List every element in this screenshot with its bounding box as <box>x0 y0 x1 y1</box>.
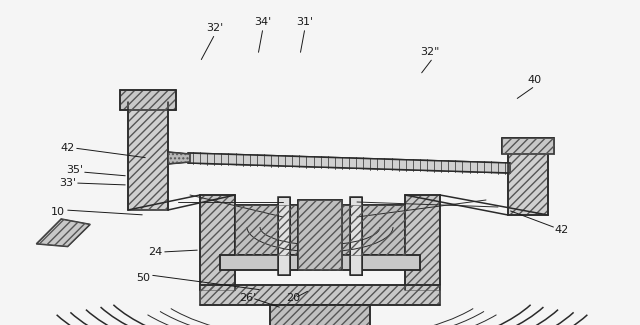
Text: 32": 32" <box>420 47 440 57</box>
Polygon shape <box>220 255 420 270</box>
Text: 32': 32' <box>206 23 223 33</box>
Text: 35': 35' <box>67 165 84 175</box>
Text: 20: 20 <box>286 293 300 303</box>
Polygon shape <box>405 195 440 290</box>
Polygon shape <box>168 152 190 164</box>
Polygon shape <box>200 285 440 305</box>
Polygon shape <box>235 205 405 255</box>
Text: 10: 10 <box>51 207 65 217</box>
Polygon shape <box>502 138 554 154</box>
Polygon shape <box>270 305 370 325</box>
Text: 31': 31' <box>296 17 314 27</box>
Polygon shape <box>120 90 176 110</box>
Polygon shape <box>200 195 235 290</box>
Text: 26': 26' <box>239 293 257 303</box>
Polygon shape <box>350 197 362 275</box>
Polygon shape <box>298 200 342 270</box>
Text: 34': 34' <box>254 17 271 27</box>
Polygon shape <box>36 219 90 247</box>
Polygon shape <box>508 148 548 215</box>
Text: 50: 50 <box>136 273 150 283</box>
Polygon shape <box>278 197 290 275</box>
Polygon shape <box>188 153 510 173</box>
Text: 33': 33' <box>60 178 77 188</box>
Text: 42: 42 <box>555 225 569 235</box>
Text: 42: 42 <box>61 143 75 153</box>
Text: 24: 24 <box>148 247 162 257</box>
Text: 40: 40 <box>528 75 542 85</box>
Polygon shape <box>128 102 168 210</box>
